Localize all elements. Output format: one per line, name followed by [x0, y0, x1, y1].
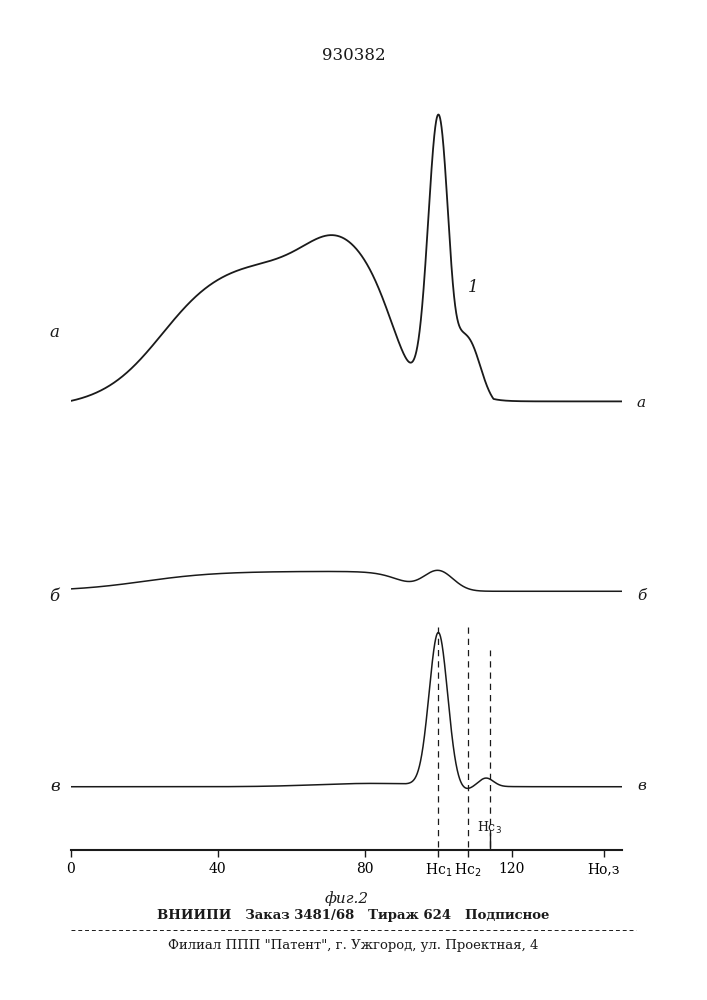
Text: Hc$_3$: Hc$_3$ [477, 820, 502, 836]
Text: Филиал ППП "Патент", г. Ужгород, ул. Проектная, 4: Филиал ППП "Патент", г. Ужгород, ул. Про… [168, 938, 539, 952]
Text: а: а [49, 324, 59, 341]
Text: 1: 1 [468, 279, 479, 296]
Text: в: в [637, 779, 645, 793]
Text: в: в [50, 778, 59, 795]
Text: фиг.2: фиг.2 [325, 891, 368, 906]
Text: 930382: 930382 [322, 46, 385, 64]
Text: б: б [637, 589, 646, 603]
Text: б: б [49, 588, 59, 605]
Text: а: а [637, 396, 646, 410]
Text: ВНИИПИ   Заказ 3481/68   Тираж 624   Подписное: ВНИИПИ Заказ 3481/68 Тираж 624 Подписное [158, 908, 549, 922]
